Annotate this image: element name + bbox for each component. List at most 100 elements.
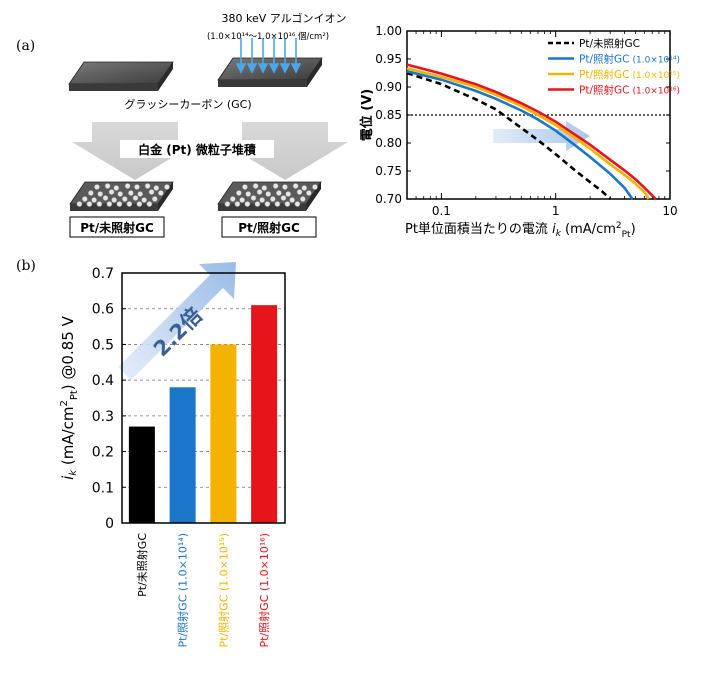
x-tick-label: 10 <box>662 204 677 218</box>
y-tick-label: 0.85 <box>375 108 402 122</box>
bar-3 <box>251 305 278 523</box>
pt-gc-plate-left <box>69 181 174 211</box>
pt-particle <box>128 190 134 196</box>
result-left-label: Pt/未照射GC <box>80 220 154 235</box>
y-tick-label: 0.3 <box>92 409 114 425</box>
legend-name: Pt/照射GC <box>579 84 629 97</box>
y-axis-label: ik (mA/cm2Pt) @0.85 V <box>59 315 80 479</box>
y-tick-label: 0.70 <box>375 192 402 206</box>
pt-particle <box>113 185 120 191</box>
pt-particle <box>148 189 155 195</box>
pt-particle <box>141 197 147 203</box>
pt-particle <box>261 185 268 191</box>
pt-particle <box>136 201 143 207</box>
pt-particle <box>265 191 272 197</box>
plot-frame <box>121 272 286 524</box>
pt-particle <box>234 201 241 207</box>
gc-plate-left <box>68 61 174 91</box>
pt-particle <box>111 197 117 203</box>
y-label-close: ) @0.85 V <box>59 315 77 390</box>
y-label-unit-sub: Pt <box>69 390 80 400</box>
pt-particle <box>294 201 301 207</box>
pt-particle <box>276 190 282 196</box>
pt-particle <box>132 195 139 201</box>
x-axis-label: Pt単位面積当たりの電流 ik (mA/cm2Pt) <box>405 221 636 240</box>
pt-particle <box>306 190 312 196</box>
pt-particle <box>146 201 153 207</box>
pt-particle <box>301 185 308 191</box>
y-tick-label: 1.00 <box>375 24 402 38</box>
bar-2 <box>210 344 237 523</box>
y-tick-label: 0.5 <box>92 337 114 353</box>
category-label-2: Pt/照射GC (1.0×10¹⁵) <box>216 533 230 647</box>
substrate-label: グラッシーカーボン (GC) <box>124 97 251 111</box>
pt-particle <box>285 191 292 197</box>
result-left-box <box>69 216 165 238</box>
category-label-0: Pt/未照射GC <box>135 533 149 597</box>
legend-dose: (1.0×10¹⁵) <box>632 71 680 81</box>
pt-particle <box>250 195 257 201</box>
x-label-unit: (mA/cm <box>561 222 616 237</box>
x-label-var: i <box>552 222 556 237</box>
pt-particle <box>229 196 236 202</box>
pt-particle <box>108 189 115 195</box>
process-arrow-right <box>222 122 348 180</box>
pt-particle <box>134 184 140 190</box>
pt-particle <box>117 191 124 197</box>
pt-particle <box>312 184 318 190</box>
pt-particle <box>274 201 281 207</box>
x-label-unit-sub: Pt <box>622 230 631 240</box>
pt-particle <box>88 190 94 196</box>
pt-particle <box>102 195 109 201</box>
ion-beam-arrows <box>235 38 302 74</box>
y-label-var: i <box>59 475 77 480</box>
pt-particle <box>289 197 295 203</box>
legend-label-2: Pt/照射GC (1.0×10¹⁵) <box>579 68 680 81</box>
series-line-1 <box>406 70 634 200</box>
pt-particle <box>164 184 170 190</box>
category-label-1: Pt/照射GC (1.0×10¹⁴) <box>176 533 190 647</box>
pt-particle <box>284 201 291 207</box>
legend-label-3: Pt/照射GC (1.0×10¹⁶) <box>579 84 680 97</box>
x-label-sub: k <box>556 229 562 239</box>
pt-particle <box>76 201 83 207</box>
series-line-3 <box>406 63 657 200</box>
x-label-unit-sup: 2 <box>616 221 622 231</box>
pt-particle <box>252 183 259 189</box>
pt-particle <box>269 196 276 202</box>
gc-plate-right <box>217 57 323 87</box>
y-tick-label: 0.4 <box>92 373 114 389</box>
y-tick-label: 0 <box>105 516 114 532</box>
pt-particle <box>94 184 100 190</box>
x-tick-label: 1 <box>552 204 560 218</box>
polarization-chart: 0.70 0.75 0.80 0.85 0.90 0.95 1.00 0.1 1 10 Pt/未照射… <box>359 24 680 240</box>
pt-particle <box>144 183 151 189</box>
y-tick-label: 0.90 <box>375 80 402 94</box>
legend-label-0: Pt/未照射GC <box>579 37 640 50</box>
y-tick-label: 0.95 <box>375 52 402 66</box>
x-label-close: ) <box>631 222 636 237</box>
pt-particle <box>272 183 279 189</box>
bar-0 <box>128 426 155 523</box>
pt-particle <box>96 201 103 207</box>
pt-particle <box>153 185 160 191</box>
y-tick-label: 0.7 <box>92 266 114 282</box>
y-axis-label: 電位 (V) <box>359 89 375 141</box>
series-line-0 <box>406 71 612 200</box>
pt-particle <box>106 201 113 207</box>
pt-particle <box>282 184 288 190</box>
y-label-unit-sup: 2 <box>59 400 70 406</box>
legend-dose: (1.0×10¹⁶) <box>632 87 680 97</box>
x-label-prefix: Pt単位面積当たりの電流 <box>405 221 552 237</box>
pt-particle <box>264 201 271 207</box>
pt-gc-plate-right <box>217 181 322 211</box>
ion-beam-label: 380 keV アルゴンイオン <box>222 11 347 25</box>
pt-particle <box>126 201 133 207</box>
deposition-label-bg <box>120 140 274 158</box>
pt-particle <box>256 189 263 195</box>
y-tick-label: 0.1 <box>92 480 114 496</box>
result-right-label: Pt/照射GC <box>238 220 300 235</box>
pt-particle <box>158 190 164 196</box>
pt-particle <box>299 196 306 202</box>
pt-particle <box>236 190 242 196</box>
